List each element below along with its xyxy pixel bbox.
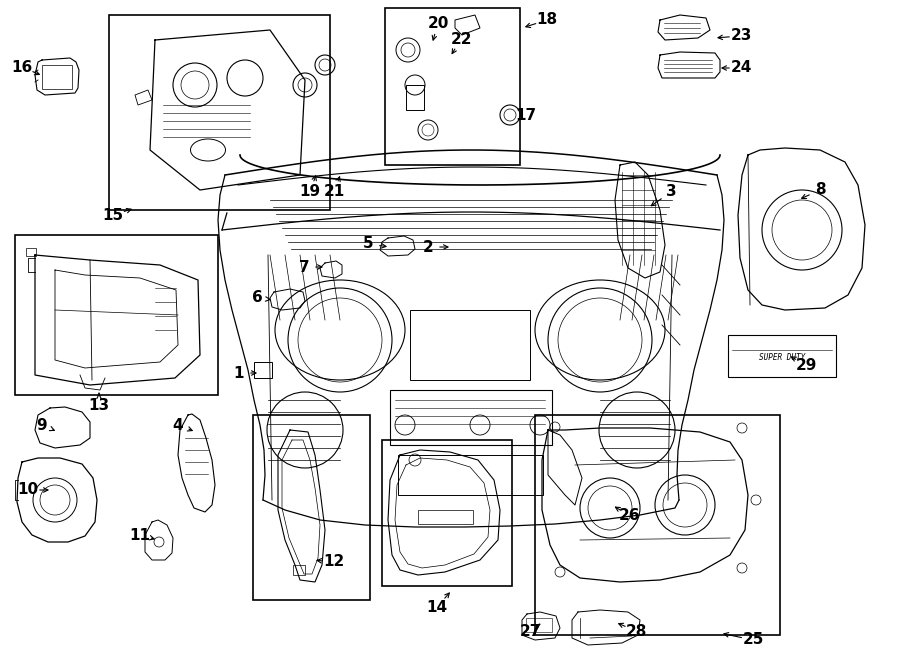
Bar xyxy=(390,390,552,445)
Text: 5: 5 xyxy=(363,237,374,251)
Text: 11: 11 xyxy=(130,527,150,543)
Text: 4: 4 xyxy=(173,418,184,432)
Text: 27: 27 xyxy=(519,623,541,639)
Text: 23: 23 xyxy=(730,28,752,44)
Text: 2: 2 xyxy=(423,239,434,254)
Text: 12: 12 xyxy=(323,555,345,570)
Text: 1: 1 xyxy=(234,366,244,381)
Text: 13: 13 xyxy=(88,397,110,412)
Bar xyxy=(293,565,305,575)
Bar xyxy=(26,248,36,256)
Bar xyxy=(535,415,780,635)
Text: 9: 9 xyxy=(37,418,48,432)
Text: 6: 6 xyxy=(252,290,263,305)
Bar xyxy=(42,65,72,89)
Text: 29: 29 xyxy=(796,358,816,373)
Text: 19: 19 xyxy=(300,184,320,200)
Bar xyxy=(410,310,530,380)
Text: 8: 8 xyxy=(814,182,825,198)
Text: 7: 7 xyxy=(299,260,310,274)
Bar xyxy=(382,440,512,586)
Text: 26: 26 xyxy=(619,508,641,524)
Bar xyxy=(385,8,520,165)
Text: 16: 16 xyxy=(12,59,32,75)
Text: 3: 3 xyxy=(666,184,676,200)
Text: 24: 24 xyxy=(730,61,752,75)
Bar xyxy=(253,415,370,600)
Text: 22: 22 xyxy=(450,32,472,46)
Text: 15: 15 xyxy=(103,208,123,223)
Bar xyxy=(418,510,473,524)
Text: 28: 28 xyxy=(626,623,647,639)
Text: 18: 18 xyxy=(536,13,558,28)
Text: 10: 10 xyxy=(17,483,39,498)
Text: 20: 20 xyxy=(428,15,449,30)
Text: SUPER DUTY: SUPER DUTY xyxy=(759,352,806,362)
Text: 17: 17 xyxy=(516,108,536,122)
Text: 14: 14 xyxy=(427,600,447,615)
Bar xyxy=(728,335,836,377)
Text: 21: 21 xyxy=(323,184,345,200)
Bar xyxy=(254,362,272,378)
Bar xyxy=(109,15,330,210)
Bar xyxy=(15,235,218,395)
Bar xyxy=(398,455,543,495)
Bar xyxy=(406,85,424,110)
Text: 25: 25 xyxy=(742,633,764,648)
Bar xyxy=(526,618,552,632)
